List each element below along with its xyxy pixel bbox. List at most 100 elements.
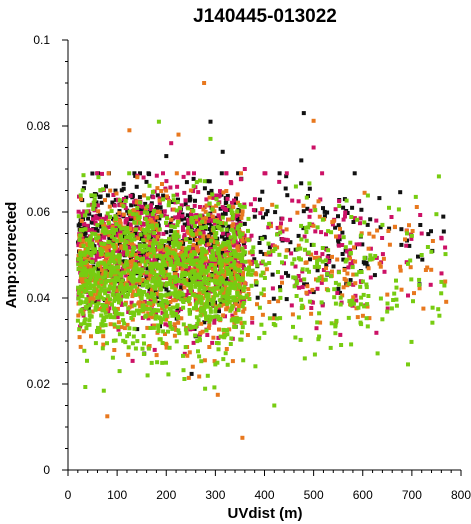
data-point — [118, 297, 123, 302]
data-point — [141, 303, 146, 308]
data-point — [161, 304, 165, 309]
data-point — [288, 217, 293, 222]
data-point — [341, 257, 346, 262]
data-point — [255, 295, 260, 300]
data-point — [83, 247, 88, 252]
data-point — [231, 213, 236, 218]
data-point — [164, 360, 168, 365]
data-point — [117, 198, 122, 203]
data-point — [436, 307, 441, 312]
data-point — [212, 257, 217, 262]
data-point — [164, 220, 168, 225]
data-point — [181, 246, 186, 251]
data-point — [215, 360, 220, 365]
data-point — [280, 260, 284, 265]
data-point — [184, 266, 189, 271]
data-point — [255, 263, 260, 268]
data-point — [380, 317, 385, 322]
data-point — [234, 229, 239, 234]
data-point — [194, 281, 199, 286]
data-point — [222, 302, 227, 307]
data-point — [96, 284, 101, 289]
data-point — [173, 279, 177, 284]
data-point — [208, 217, 213, 222]
data-point — [173, 200, 178, 205]
data-point — [115, 288, 120, 293]
data-point — [192, 250, 197, 255]
data-point — [113, 338, 118, 343]
data-point — [175, 303, 180, 308]
data-point — [326, 288, 331, 293]
data-point — [295, 210, 300, 215]
data-point — [225, 196, 230, 201]
data-point — [228, 342, 233, 346]
data-point — [173, 274, 178, 279]
data-point — [159, 244, 164, 249]
data-point — [99, 305, 104, 310]
data-point — [112, 315, 117, 320]
data-point — [241, 241, 246, 246]
data-point — [362, 190, 367, 195]
data-point — [192, 273, 197, 278]
data-point — [198, 213, 203, 218]
data-point — [398, 268, 403, 273]
data-point — [258, 211, 263, 216]
data-point — [157, 242, 162, 246]
data-point — [120, 238, 124, 243]
data-point — [213, 266, 218, 271]
data-point — [119, 244, 124, 249]
data-point — [201, 234, 206, 239]
data-point — [219, 171, 224, 176]
data-point — [303, 247, 307, 252]
data-point — [284, 227, 289, 232]
data-point — [249, 233, 254, 238]
data-point — [304, 195, 309, 200]
data-point — [112, 282, 117, 287]
data-point — [278, 285, 282, 290]
data-point — [232, 268, 237, 273]
data-point — [342, 276, 347, 281]
y-ticks: 00.020.040.060.080.1 — [27, 33, 68, 477]
data-point — [208, 136, 213, 141]
data-point — [111, 242, 116, 247]
data-point — [172, 258, 177, 263]
data-point — [178, 206, 182, 211]
data-point — [206, 266, 211, 271]
data-point — [387, 205, 391, 210]
data-point — [385, 306, 390, 311]
data-point — [93, 258, 98, 263]
data-point — [239, 330, 244, 335]
data-point — [90, 245, 95, 250]
data-point — [178, 242, 183, 246]
data-point — [231, 263, 236, 268]
data-point — [325, 271, 330, 276]
data-point — [108, 322, 113, 327]
data-point — [409, 339, 414, 344]
data-point — [242, 202, 247, 207]
data-point — [147, 183, 152, 188]
data-point — [144, 179, 149, 184]
data-point — [165, 223, 170, 228]
data-point — [164, 230, 169, 235]
data-point — [198, 231, 203, 236]
data-point — [209, 278, 214, 283]
data-point — [207, 322, 212, 327]
data-point — [226, 217, 231, 222]
data-point — [75, 318, 80, 323]
data-point — [100, 248, 105, 253]
data-point — [165, 239, 170, 244]
data-point — [220, 149, 225, 154]
data-point — [117, 369, 122, 374]
data-point — [104, 307, 109, 312]
data-point — [269, 224, 273, 229]
data-point — [116, 296, 121, 301]
data-point — [116, 327, 121, 332]
data-point — [146, 235, 151, 240]
data-point — [145, 292, 149, 297]
data-point — [230, 359, 235, 364]
data-point — [351, 282, 356, 287]
data-point — [140, 292, 145, 297]
data-point — [169, 224, 174, 229]
data-point — [195, 249, 200, 254]
data-point — [85, 304, 90, 309]
